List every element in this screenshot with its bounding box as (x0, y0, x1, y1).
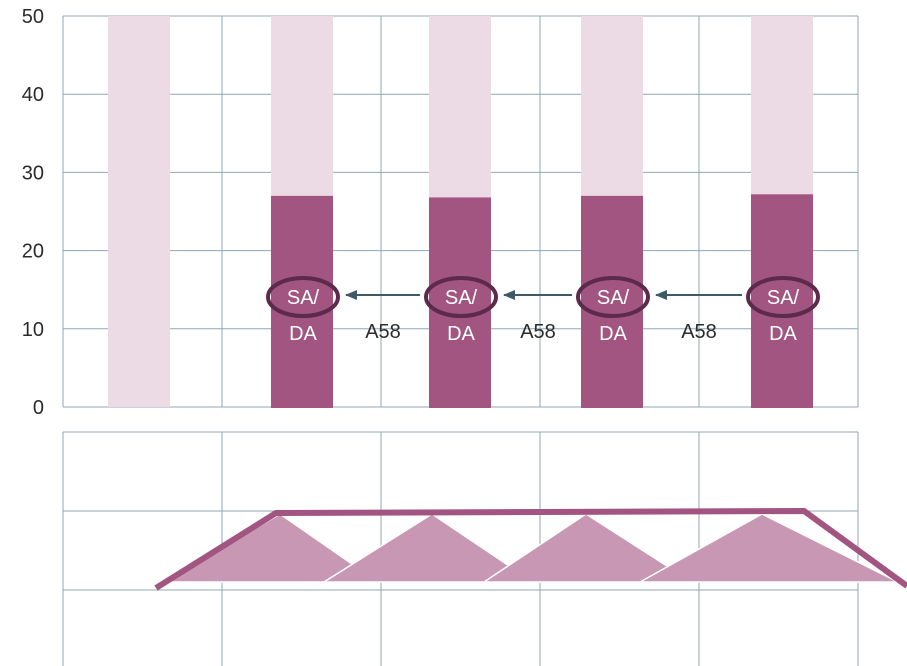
bars: SA/DA SA/DA SA/DA SA/DA (108, 16, 820, 408)
lower-triangle (481, 513, 695, 583)
value-bar (581, 195, 643, 408)
bar-label-ellipse (266, 276, 340, 318)
bar-data-label: SA/ (445, 287, 478, 309)
connector-label: A58 (365, 321, 401, 343)
connector-label: A58 (520, 321, 556, 343)
lower-triangle (321, 513, 536, 583)
y-tick-label: 30 (22, 162, 44, 184)
y-tick-label: 0 (33, 397, 44, 419)
bar-label-ellipse (746, 276, 820, 318)
y-tick-label: 50 (22, 6, 44, 28)
y-tick-label: 20 (22, 241, 44, 263)
bar-label-ellipse (424, 276, 498, 318)
lower-triangle (637, 513, 899, 583)
bar-data-label: DA (599, 323, 627, 345)
bar-label-ellipse (576, 276, 650, 318)
connector-label: A58 (681, 321, 717, 343)
connectors: A58 A58 A58 (345, 290, 742, 343)
value-bar (271, 195, 333, 408)
bar-data-label: DA (769, 323, 797, 345)
y-axis: 0 10 20 30 40 50 (22, 6, 44, 419)
bar-data-label: SA/ (597, 287, 630, 309)
y-tick-label: 40 (22, 84, 44, 106)
bar-data-label: SA/ (767, 287, 800, 309)
bar-data-label: DA (289, 323, 317, 345)
lower-outline (154, 507, 907, 591)
background-bar (108, 16, 170, 407)
bar-data-label: DA (447, 323, 475, 345)
value-bar (751, 194, 813, 408)
lower-plot-shapes (154, 507, 907, 591)
value-bar (429, 197, 491, 408)
y-tick-label: 10 (22, 319, 44, 341)
bar-data-label: SA/ (287, 287, 320, 309)
